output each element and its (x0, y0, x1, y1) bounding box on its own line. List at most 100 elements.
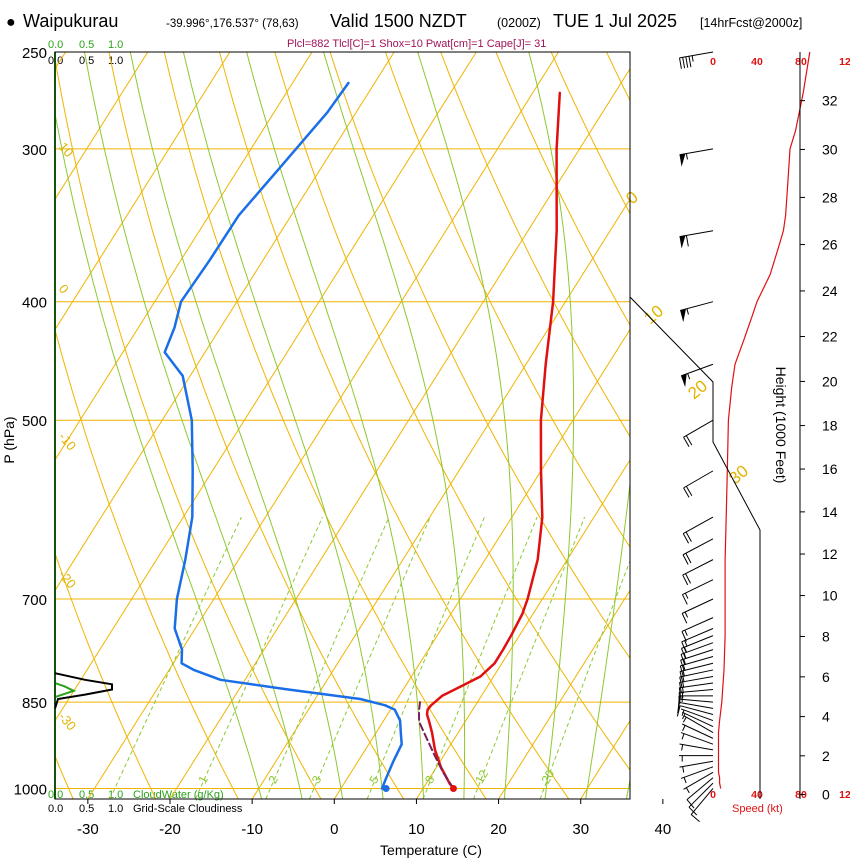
wind-barb-staff (681, 628, 714, 643)
wind-barb-staff (682, 559, 714, 576)
wind-barb-staff (681, 617, 714, 632)
wind-barb (680, 363, 714, 388)
mixing-ratio-label: 3 (309, 773, 325, 786)
x-tick-label: 10 (408, 821, 425, 838)
isotherm-label-right: 10 (640, 301, 667, 328)
wind-barb (681, 628, 714, 653)
wind-barb-pennant (680, 308, 686, 323)
wind-barb (679, 676, 714, 694)
cloudwater-tick: 0.0 (48, 39, 63, 51)
parcel-trace (418, 701, 455, 790)
wind-barb (681, 598, 714, 624)
wind-barb-staff (690, 788, 714, 815)
wind-barb-staff (686, 777, 714, 800)
cloudwater-tick: 1.0 (108, 39, 123, 51)
station-name: Waipukurau (23, 11, 118, 31)
height-tick-label: 20 (822, 373, 838, 389)
wind-barb (676, 705, 714, 717)
wind-barb-staff (681, 711, 714, 728)
wind-barb-flag (682, 766, 685, 773)
wind-barb (688, 782, 714, 816)
cloudwater-tick: 0.5 (79, 789, 94, 801)
x-tick-label: 30 (572, 821, 589, 838)
mixing-ratio-line (473, 516, 586, 799)
wind-barb-flag (682, 554, 689, 565)
pressure-tick-label: 300 (22, 142, 47, 159)
wind-barb-flag (682, 676, 685, 683)
wind-barb (680, 708, 714, 722)
wind-barb-flag (682, 57, 686, 69)
mixing-ratio-line (309, 516, 431, 799)
pressure-tick-label: 400 (22, 295, 47, 312)
wind-barb (680, 301, 714, 323)
wind-barb-flag (682, 713, 686, 720)
moist-adiabat-line (55, 111, 263, 799)
wind-barb-flag (681, 733, 685, 740)
wind-barb-staff (683, 771, 714, 790)
wind-barb-flag (684, 611, 689, 618)
y-axis-title: P (hPa) (1, 416, 17, 463)
wind-barb-flag (685, 553, 692, 564)
wind-barb-flag (683, 658, 687, 666)
station-bullet: ● (6, 14, 16, 31)
wind-barb-flag (683, 777, 687, 784)
cloudwater-tick: 1.0 (108, 789, 123, 801)
wind-barb-flag (679, 682, 682, 694)
mixing-ratio-line (265, 516, 390, 799)
wind-barb-flag (680, 654, 686, 665)
wind-barb-staff (679, 701, 714, 709)
wind-barb-flag (682, 681, 685, 688)
wind-barb (678, 682, 714, 699)
speed-tick-top: 40 (751, 56, 763, 68)
x-axis-title: Temperature (C) (380, 842, 482, 858)
wind-barb (677, 701, 714, 714)
wind-barb (682, 516, 714, 544)
dewpoint-profile (163, 81, 403, 790)
wind-barb-flag (684, 629, 688, 636)
wind-barb-flag (688, 56, 692, 68)
cloudwater-profile (54, 682, 77, 699)
wind-barb-staff (681, 723, 714, 739)
mixing-ratio-line (109, 516, 242, 799)
wind-barb (681, 723, 714, 739)
wind-barb-flag (685, 531, 692, 542)
cloudwater-tick: 0.5 (79, 39, 94, 51)
speed-profile (717, 51, 811, 789)
stability-indices: Plcl=882 Tlcl[C]=1 Shox=10 Pwat[cm]=1 Ca… (287, 38, 546, 50)
valid-time: Valid 1500 NZDT (330, 11, 467, 31)
dry-adiabat-line (163, 52, 487, 799)
x-tick-label: 40 (655, 821, 672, 838)
dry-adiabat-line (384, 52, 630, 549)
pressure-tick-label: 500 (22, 413, 47, 430)
dry-adiabat-line (108, 52, 405, 799)
x-tick-label: -20 (159, 821, 181, 838)
wind-barb-flag (686, 799, 695, 809)
wind-barb (677, 698, 714, 711)
wind-barb-staff (679, 688, 714, 693)
wind-barb-flag (691, 55, 694, 62)
speed-axis-title: Speed (kt) (732, 803, 783, 815)
wind-barb-flag (685, 235, 689, 247)
height-tick-label: 26 (822, 237, 838, 253)
isotherm-line (416, 459, 630, 799)
moist-adiabat-line (625, 777, 630, 799)
wind-barb (686, 777, 714, 809)
pressure-tick-label: 1000 (14, 781, 47, 798)
x-tick-label: 20 (490, 821, 507, 838)
isotherm-line (251, 198, 630, 799)
height-tick-label: 6 (822, 669, 830, 685)
wind-barb (679, 230, 714, 249)
height-tick-label: 12 (822, 546, 838, 562)
height-tick-label: 22 (822, 329, 838, 345)
wind-barb-staff (679, 698, 714, 703)
wind-barb (678, 688, 714, 704)
cloudiness-tick: 0.5 (79, 803, 94, 815)
height-tick-label: 4 (822, 709, 830, 725)
pressure-tick-label: 250 (22, 45, 47, 62)
cloudiness-tick: 0.0 (48, 803, 63, 815)
wind-barb-flag (682, 725, 686, 732)
height-tick-label: 8 (822, 629, 830, 645)
height-tick-label: 32 (822, 93, 838, 109)
dry-adiabat-line (55, 551, 157, 799)
